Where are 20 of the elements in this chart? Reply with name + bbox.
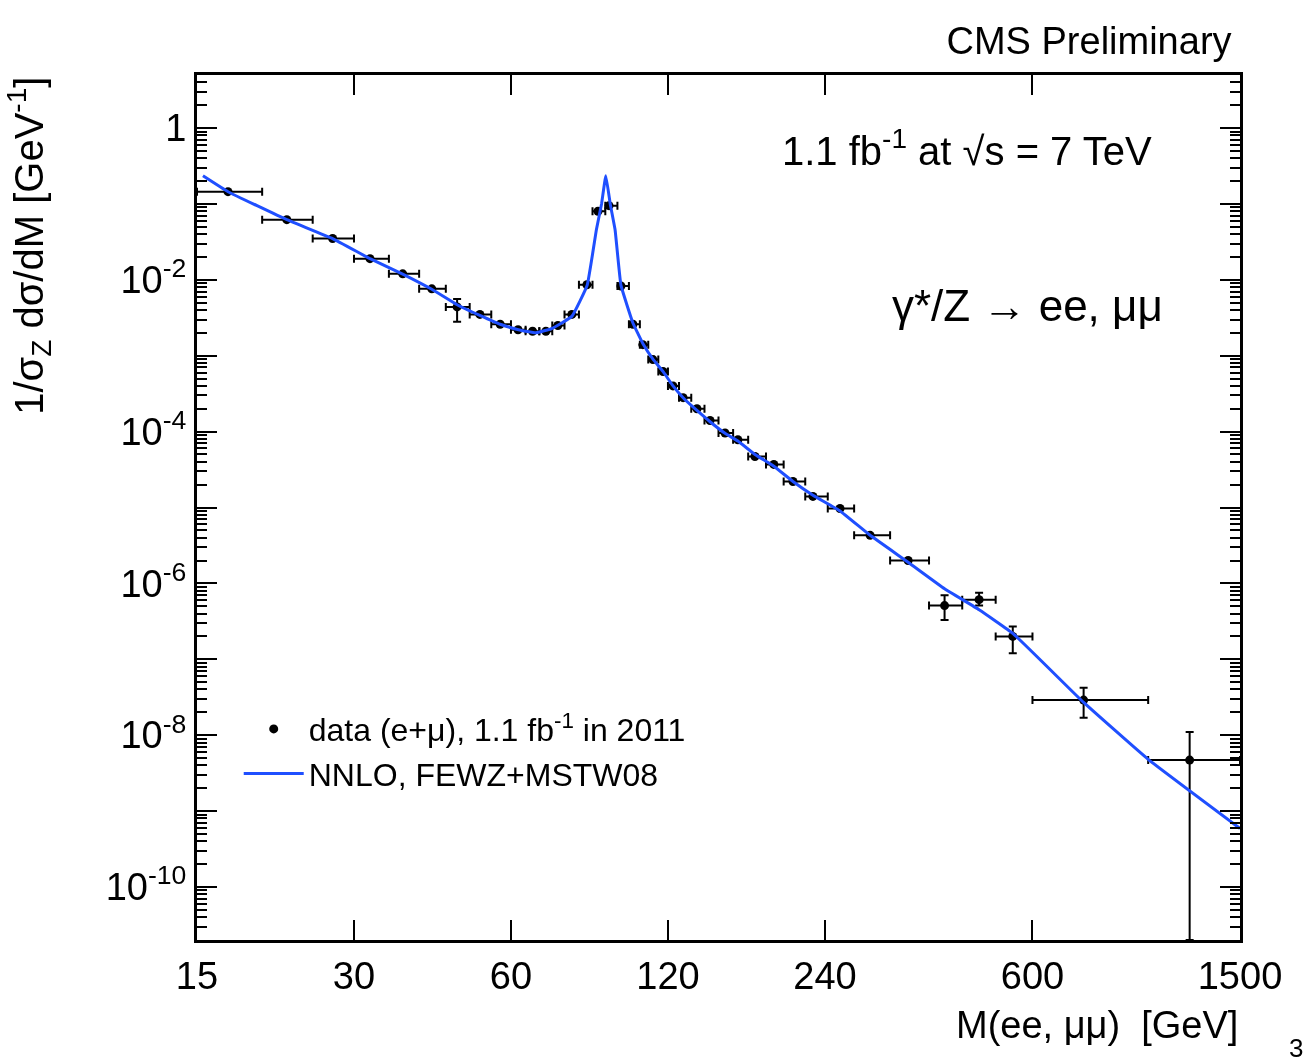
y-tick-label: 10$^{-4}$ <box>120 404 187 453</box>
x-tick-label: 60 <box>489 954 533 997</box>
x-tick-label: 15 <box>175 954 219 997</box>
x-tick-label: 30 <box>332 954 376 997</box>
x-tick-label: 240 <box>793 954 857 997</box>
x-tick-label: 600 <box>1000 954 1065 997</box>
annotation: γ*/Z → ee, μμ <box>892 281 1163 330</box>
x-tick-label: 1500 <box>1197 954 1283 997</box>
annotation: 1.1 fb$^{-1}$ at √s = 7 TeV <box>782 123 1152 173</box>
chart-title: CMS Preliminary <box>946 19 1232 62</box>
legend-label: NNLO, FEWZ+MSTW08 <box>308 756 659 793</box>
legend-label: data (e+μ), 1.1 fb$^{-1}$ in 2011 <box>308 707 686 749</box>
y-tick-label: 10$^{-2}$ <box>120 253 187 302</box>
x-axis-title: M(ee, μμ) [GeV] <box>956 1004 1239 1046</box>
y-tick-label: 10$^{-10}$ <box>105 860 187 909</box>
y-tick-label: 10$^{-8}$ <box>120 708 187 757</box>
x-tick-label: 120 <box>636 954 700 997</box>
y-tick-label: 1 <box>165 107 187 150</box>
text: 3 <box>1289 1033 1304 1063</box>
y-tick-label: 10$^{-6}$ <box>120 556 187 605</box>
